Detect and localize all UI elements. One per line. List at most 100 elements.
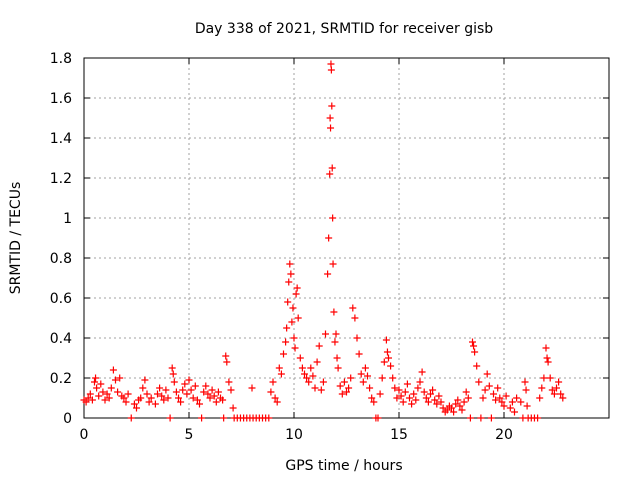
- y-tick-label: 1: [63, 211, 72, 227]
- data-point: [448, 404, 455, 412]
- y-tick-label: 1.8: [50, 51, 72, 67]
- data-point: [288, 318, 296, 326]
- data-point: [112, 376, 119, 384]
- data-point: [298, 364, 306, 372]
- x-tick-label: 5: [185, 427, 194, 443]
- x-tick-label: 15: [390, 427, 408, 443]
- data-point: [286, 260, 294, 268]
- data-point: [166, 414, 174, 422]
- data-point: [305, 378, 313, 386]
- data-point: [293, 284, 301, 292]
- data-point: [183, 390, 191, 398]
- data-point: [330, 308, 338, 316]
- data-point: [450, 408, 458, 416]
- data-point: [191, 382, 199, 390]
- data-point: [540, 374, 548, 382]
- data-point: [401, 388, 409, 396]
- data-point: [315, 342, 323, 350]
- data-point: [469, 338, 476, 346]
- data-point: [88, 396, 96, 404]
- y-tick-label: 0.6: [50, 291, 72, 307]
- data-point: [204, 390, 212, 398]
- chart-title: Day 338 of 2021, SRMTID for receiver gis…: [195, 21, 493, 37]
- data-point: [325, 234, 333, 242]
- data-point: [410, 390, 418, 398]
- data-point: [393, 394, 401, 402]
- data-point: [420, 388, 428, 396]
- data-point: [349, 304, 357, 312]
- data-point: [328, 164, 336, 172]
- data-point: [431, 396, 439, 404]
- data-point: [147, 394, 155, 402]
- data-point: [523, 402, 531, 410]
- data-point: [347, 374, 355, 382]
- data-point: [492, 396, 500, 404]
- data-point: [289, 304, 297, 312]
- data-point: [536, 394, 544, 402]
- data-point: [317, 386, 325, 394]
- data-point: [466, 414, 474, 422]
- data-point: [414, 384, 422, 392]
- data-point: [225, 378, 233, 386]
- data-point: [105, 394, 113, 402]
- data-point: [452, 400, 460, 408]
- data-point: [248, 384, 256, 392]
- data-point: [114, 388, 122, 396]
- data-point: [283, 324, 291, 332]
- data-point: [391, 384, 399, 392]
- data-point: [534, 414, 542, 422]
- data-point: [319, 378, 327, 386]
- data-point: [187, 386, 195, 394]
- data-point: [327, 66, 335, 74]
- data-point: [280, 350, 287, 358]
- data-point: [559, 394, 567, 402]
- data-point: [145, 398, 153, 406]
- data-point: [156, 384, 164, 392]
- data-point: [273, 398, 281, 406]
- data-point: [328, 102, 336, 110]
- data-point: [477, 414, 485, 422]
- data-point: [141, 376, 149, 384]
- data-point: [470, 342, 478, 350]
- data-point: [177, 398, 185, 406]
- data-point: [439, 404, 447, 412]
- data-point: [179, 386, 187, 394]
- data-point: [544, 358, 552, 366]
- data-point: [327, 124, 335, 132]
- data-point: [359, 378, 367, 386]
- data-point: [139, 384, 147, 392]
- data-point: [521, 378, 529, 386]
- data-point: [229, 404, 237, 412]
- data-point: [412, 396, 420, 404]
- data-point: [471, 348, 479, 356]
- data-point: [383, 348, 391, 356]
- axis-ticks: 0 5 10 15 20 0 0.2 0.4 0.6 0.8 1 1.2 1.4 1.6 1.8: [50, 51, 609, 443]
- data-point: [290, 334, 298, 342]
- data-point: [158, 392, 166, 400]
- data-point: [378, 374, 386, 382]
- data-point: [508, 398, 516, 406]
- data-point: [475, 378, 483, 386]
- data-point: [456, 402, 464, 410]
- data-point: [517, 398, 525, 406]
- data-point: [91, 378, 98, 386]
- data-point: [309, 372, 317, 380]
- data-point: [343, 388, 350, 396]
- data-point: [208, 386, 216, 394]
- data-point: [222, 352, 230, 360]
- data-point: [301, 370, 308, 378]
- data-point: [291, 344, 299, 352]
- y-tick-label: 1.2: [50, 171, 72, 187]
- data-point: [307, 364, 315, 372]
- data-point: [511, 408, 518, 416]
- data-point: [460, 398, 468, 406]
- data-point: [137, 394, 145, 402]
- data-point: [340, 378, 348, 386]
- data-point: [277, 370, 285, 378]
- data-point: [487, 414, 495, 422]
- data-point: [418, 368, 426, 376]
- data-point: [542, 344, 550, 352]
- data-point: [427, 390, 434, 398]
- data-point: [454, 396, 462, 404]
